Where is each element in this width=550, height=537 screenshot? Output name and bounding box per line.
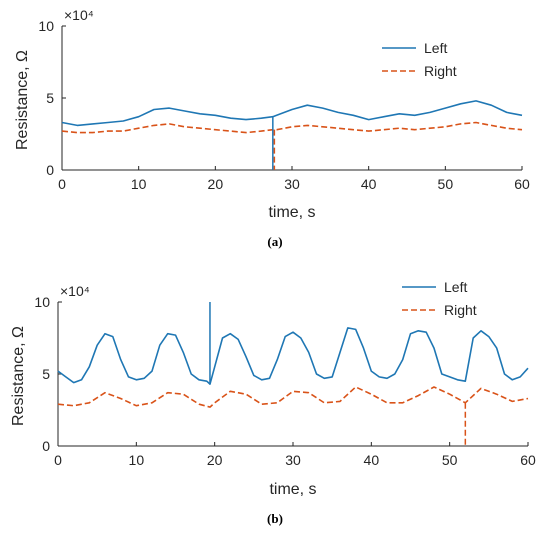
y-tick-label: 10	[38, 18, 54, 34]
x-tick-label: 50	[438, 176, 454, 192]
x-tick-label: 20	[208, 176, 224, 192]
legend-label-left: Left	[424, 40, 447, 56]
legend-label-left: Left	[444, 279, 467, 295]
series-line-right	[57, 386, 529, 408]
y-tick-label: 5	[46, 90, 54, 106]
x-tick-label: 10	[129, 452, 145, 468]
x-tick-label: 60	[520, 452, 536, 468]
legend-label-right: Right	[424, 63, 457, 79]
x-tick-label: 40	[364, 452, 380, 468]
x-axis-label: time, s	[269, 481, 316, 498]
x-tick-label: 20	[207, 452, 223, 468]
x-tick-label: 50	[442, 452, 458, 468]
chart-b: 0 10 20 30 40 50 60 0 5 10 ×10⁴ time, s Resistance, …	[10, 279, 536, 526]
y-tick-label: 0	[42, 438, 50, 454]
legend-label-right: Right	[444, 302, 477, 318]
x-tick-label: 0	[54, 452, 62, 468]
chart-a: 0 10 20 30 40 50 60 0 5 10 ×10⁴ time, s Resistance, …	[14, 7, 530, 249]
x-tick-label: 30	[284, 176, 300, 192]
y-tick-label: 5	[42, 366, 50, 382]
x-axis-label: time, s	[268, 204, 315, 221]
figure-caption: (b)	[267, 511, 283, 526]
x-tick-label: 60	[514, 176, 530, 192]
x-tick-label: 30	[285, 452, 301, 468]
axis-exponent-label: ×10⁴	[64, 7, 94, 23]
figure-caption: (a)	[267, 234, 282, 249]
y-tick-label: 0	[46, 162, 54, 178]
series-line-left	[57, 327, 529, 385]
y-axis-label: Resistance, Ω	[14, 50, 31, 150]
y-axis-label: Resistance, Ω	[10, 326, 27, 426]
series-line-right	[61, 121, 523, 134]
axis-exponent-label: ×10⁴	[60, 283, 90, 299]
y-tick-label: 10	[34, 294, 50, 310]
x-tick-label: 10	[131, 176, 147, 192]
x-tick-label: 40	[361, 176, 377, 192]
x-tick-label: 0	[58, 176, 66, 192]
series-line-left	[61, 100, 523, 127]
